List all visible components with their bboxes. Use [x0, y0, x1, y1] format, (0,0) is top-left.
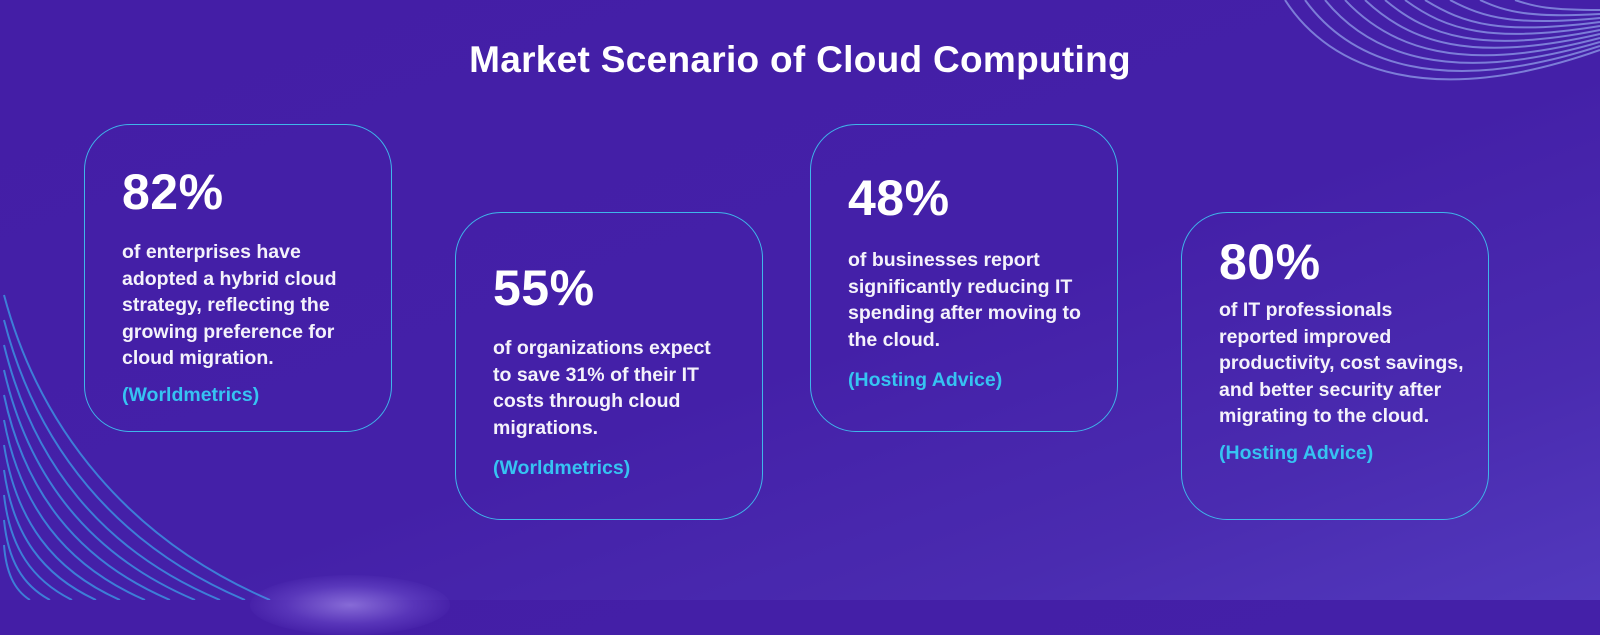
stat-card-80: 80% of IT professionals reported improve…: [1181, 212, 1489, 520]
stat-description: of enterprises have adopted a hybrid clo…: [122, 241, 337, 369]
bottom-glow-decoration: [250, 575, 450, 635]
stat-value: 80%: [1219, 234, 1321, 290]
source-link[interactable]: (Hosting Advice): [1219, 441, 1374, 464]
stat-description: of IT professionals reported improved pr…: [1219, 299, 1464, 427]
stat-value: 82%: [122, 164, 224, 220]
source-link[interactable]: (Hosting Advice): [848, 369, 1003, 391]
stat-value: 55%: [493, 260, 595, 316]
page-title: Market Scenario of Cloud Computing: [469, 38, 1131, 80]
stat-card-55: 55% of organizations expect to save 31% …: [455, 212, 763, 520]
stat-description: of organizations expect to save 31% of t…: [493, 337, 711, 439]
source-link[interactable]: (Worldmetrics): [122, 383, 260, 406]
stat-description: of businesses report significantly reduc…: [848, 249, 1081, 351]
stat-card-82: 82% of enterprises have adopted a hybrid…: [84, 124, 392, 432]
source-link[interactable]: (Worldmetrics): [493, 457, 631, 479]
stat-value: 48%: [848, 170, 950, 226]
stat-card-48: 48% of businesses report significantly r…: [810, 124, 1118, 432]
